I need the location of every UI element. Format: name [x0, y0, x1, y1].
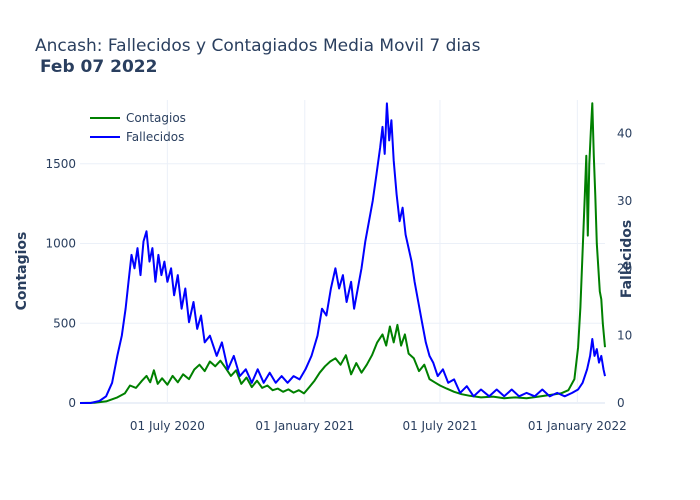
series-lines	[79, 102, 606, 404]
axes: 0 500 1000 1500 01 July 2020 01 January 2021 0…	[45, 127, 632, 433]
series-line-contagios	[79, 102, 606, 404]
chart-title: Ancash: Fallecidos y Contagiados Media M…	[35, 36, 481, 56]
x-tick-label: 01 July 2020	[130, 419, 205, 433]
chart-subtitle: Feb 07 2022	[40, 57, 157, 77]
legend[interactable]: Contagios Fallecidos	[90, 111, 186, 144]
x-tick-label: 01 July 2021	[402, 419, 477, 433]
legend-label: Contagios	[126, 111, 186, 125]
y-tick-label: 0	[68, 396, 76, 410]
y2-tick-label: 30	[617, 194, 632, 208]
x-tick-label: 01 January 2022	[528, 419, 627, 433]
y-axis-title: Contagios	[14, 232, 30, 311]
legend-item-contagios[interactable]: Contagios	[90, 111, 186, 125]
x-tick-label: 01 January 2021	[255, 419, 354, 433]
y2-tick-label: 0	[617, 396, 625, 410]
y-tick-label: 500	[53, 316, 76, 330]
legend-label: Fallecidos	[126, 130, 184, 144]
legend-item-fallecidos[interactable]: Fallecidos	[90, 130, 184, 144]
y2-axis-title: Fallecidos	[619, 220, 635, 298]
y2-tick-label: 10	[617, 329, 632, 343]
grid	[80, 100, 605, 404]
y2-tick-label: 20	[617, 261, 632, 275]
series-line-fallecidos	[80, 102, 606, 404]
y-tick-label: 1000	[45, 237, 76, 251]
y2-tick-label: 40	[617, 127, 632, 141]
y-tick-label: 1500	[45, 157, 76, 171]
